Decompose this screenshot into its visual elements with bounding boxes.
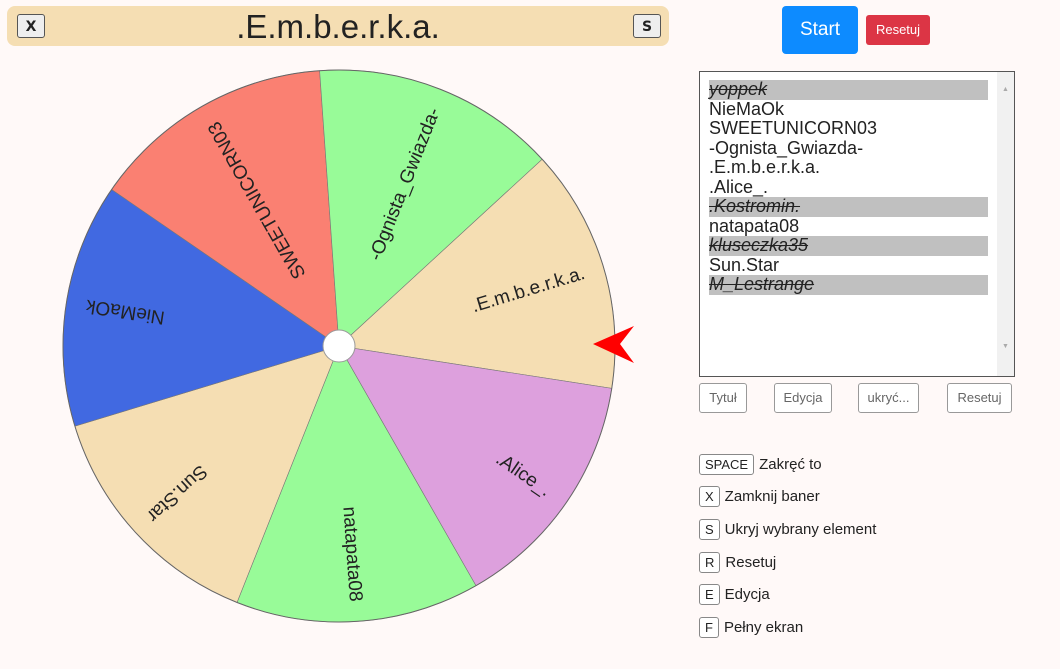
shortcut-label: Ukryj wybrany element [724, 520, 877, 538]
shortcut-label: Edycja [724, 586, 770, 604]
entry-item: Sun.Star [709, 254, 780, 275]
scrollbar[interactable]: ▲ ▼ [997, 72, 1014, 376]
entry-item: natapata08 [709, 215, 800, 236]
shortcut-row: SPACE Zakręć to [699, 451, 822, 477]
title-button[interactable]: Tytuł [699, 383, 747, 413]
shortcut-key: X [699, 486, 720, 508]
entry-item: kluseczka35 [709, 235, 988, 256]
entry-item: .Alice_. [709, 176, 769, 197]
shortcut-row: R Resetuj [699, 549, 776, 575]
shortcut-key: F [699, 617, 719, 638]
entry-item: .Kostromin. [709, 196, 988, 217]
hide-button[interactable]: ukryć... [858, 383, 919, 413]
start-button[interactable]: Start [782, 6, 858, 54]
shortcut-label: Pełny ekran [723, 619, 804, 636]
close-banner-button[interactable]: X [17, 14, 45, 38]
shortcut-label: Zamknij baner [724, 488, 820, 506]
reset-button[interactable]: Resetuj [866, 15, 930, 45]
entry-item: M_Lestrange [709, 274, 988, 295]
wheel-hub [322, 329, 356, 363]
hide-selected-button[interactable]: S [633, 14, 661, 38]
shortcut-key: R [699, 551, 721, 573]
list-reset-button[interactable]: Resetuj [947, 383, 1012, 413]
wheel[interactable]: .E.m.b.e.r.k.a..Alice_.natapata08Sun.Sta… [0, 50, 680, 660]
selected-banner: X .E.m.b.e.r.k.a. S [7, 6, 669, 46]
shortcut-key: S [699, 518, 720, 540]
entries-textarea[interactable]: ▲ ▼ yoppek NieMaOk SWEETUNICORN03 -Ognista_G… [699, 71, 1015, 377]
entry-item: NieMaOk [709, 98, 785, 119]
banner-title: .E.m.b.e.r.k.a. [236, 8, 440, 45]
shortcut-label: Zakręć to [759, 455, 822, 473]
entry-item: SWEETUNICORN03 [709, 118, 878, 138]
pointer-arrow-icon [593, 326, 634, 363]
entry-item: .E.m.b.e.r.k.a. [709, 157, 821, 177]
shortcut-row: S Ukryj wybrany element [699, 516, 876, 542]
shortcut-label: Resetuj [725, 553, 777, 571]
edit-button[interactable]: Edycja [774, 383, 832, 413]
shortcut-key: E [699, 584, 720, 606]
entry-item: yoppek [709, 79, 988, 100]
shortcut-row: X Zamknij baner [699, 484, 820, 510]
shortcut-key: SPACE [699, 453, 755, 475]
shortcut-row: E Edycja [699, 582, 770, 608]
shortcut-row: F Pełny ekran [699, 615, 803, 641]
entry-item: -Ognista_Gwiazda- [709, 137, 864, 158]
